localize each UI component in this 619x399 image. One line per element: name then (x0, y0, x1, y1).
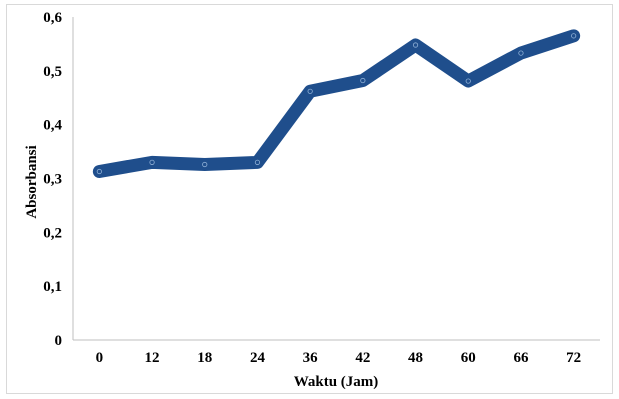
x-tick-label: 12 (145, 350, 160, 366)
x-tick-label: 48 (408, 350, 423, 366)
y-tick-label: 0,4 (43, 118, 62, 134)
y-axis-title: Absorbansi (24, 145, 40, 218)
series-group (92, 29, 581, 179)
x-axis-title: Waktu (Jam) (294, 374, 379, 390)
y-tick-label: 0,3 (43, 172, 62, 188)
x-tick-label: 24 (250, 350, 266, 366)
x-tick-label: 18 (197, 350, 212, 366)
x-tick-labels: 0 12 18 24 36 42 48 60 66 72 (96, 350, 582, 366)
data-point (412, 42, 419, 48)
y-tick-label: 0,1 (43, 279, 62, 295)
x-tick-label: 66 (513, 350, 529, 366)
y-tick-label: 0,5 (43, 64, 62, 80)
series-line (92, 29, 581, 179)
y-tick-label: 0 (55, 333, 63, 349)
x-tick-label: 36 (303, 350, 319, 366)
data-point (96, 168, 102, 175)
x-tick-label: 0 (96, 350, 104, 366)
x-tick-label: 60 (461, 350, 476, 366)
data-point (202, 161, 208, 168)
data-point (571, 33, 577, 39)
data-point (149, 159, 155, 165)
axes (72, 17, 600, 341)
chart-frame (6, 4, 613, 394)
data-point (518, 50, 524, 56)
x-tick-label: 72 (566, 350, 581, 366)
y-tick-label: 0,2 (43, 225, 62, 241)
data-point (307, 88, 313, 94)
data-point (465, 78, 471, 84)
data-point (254, 159, 261, 165)
y-tick-labels: 0 0,1 0,2 0,3 0,4 0,5 0,6 (43, 10, 62, 349)
y-tick-label: 0,6 (43, 10, 62, 26)
x-tick-label: 42 (355, 350, 370, 366)
data-point (360, 77, 366, 84)
